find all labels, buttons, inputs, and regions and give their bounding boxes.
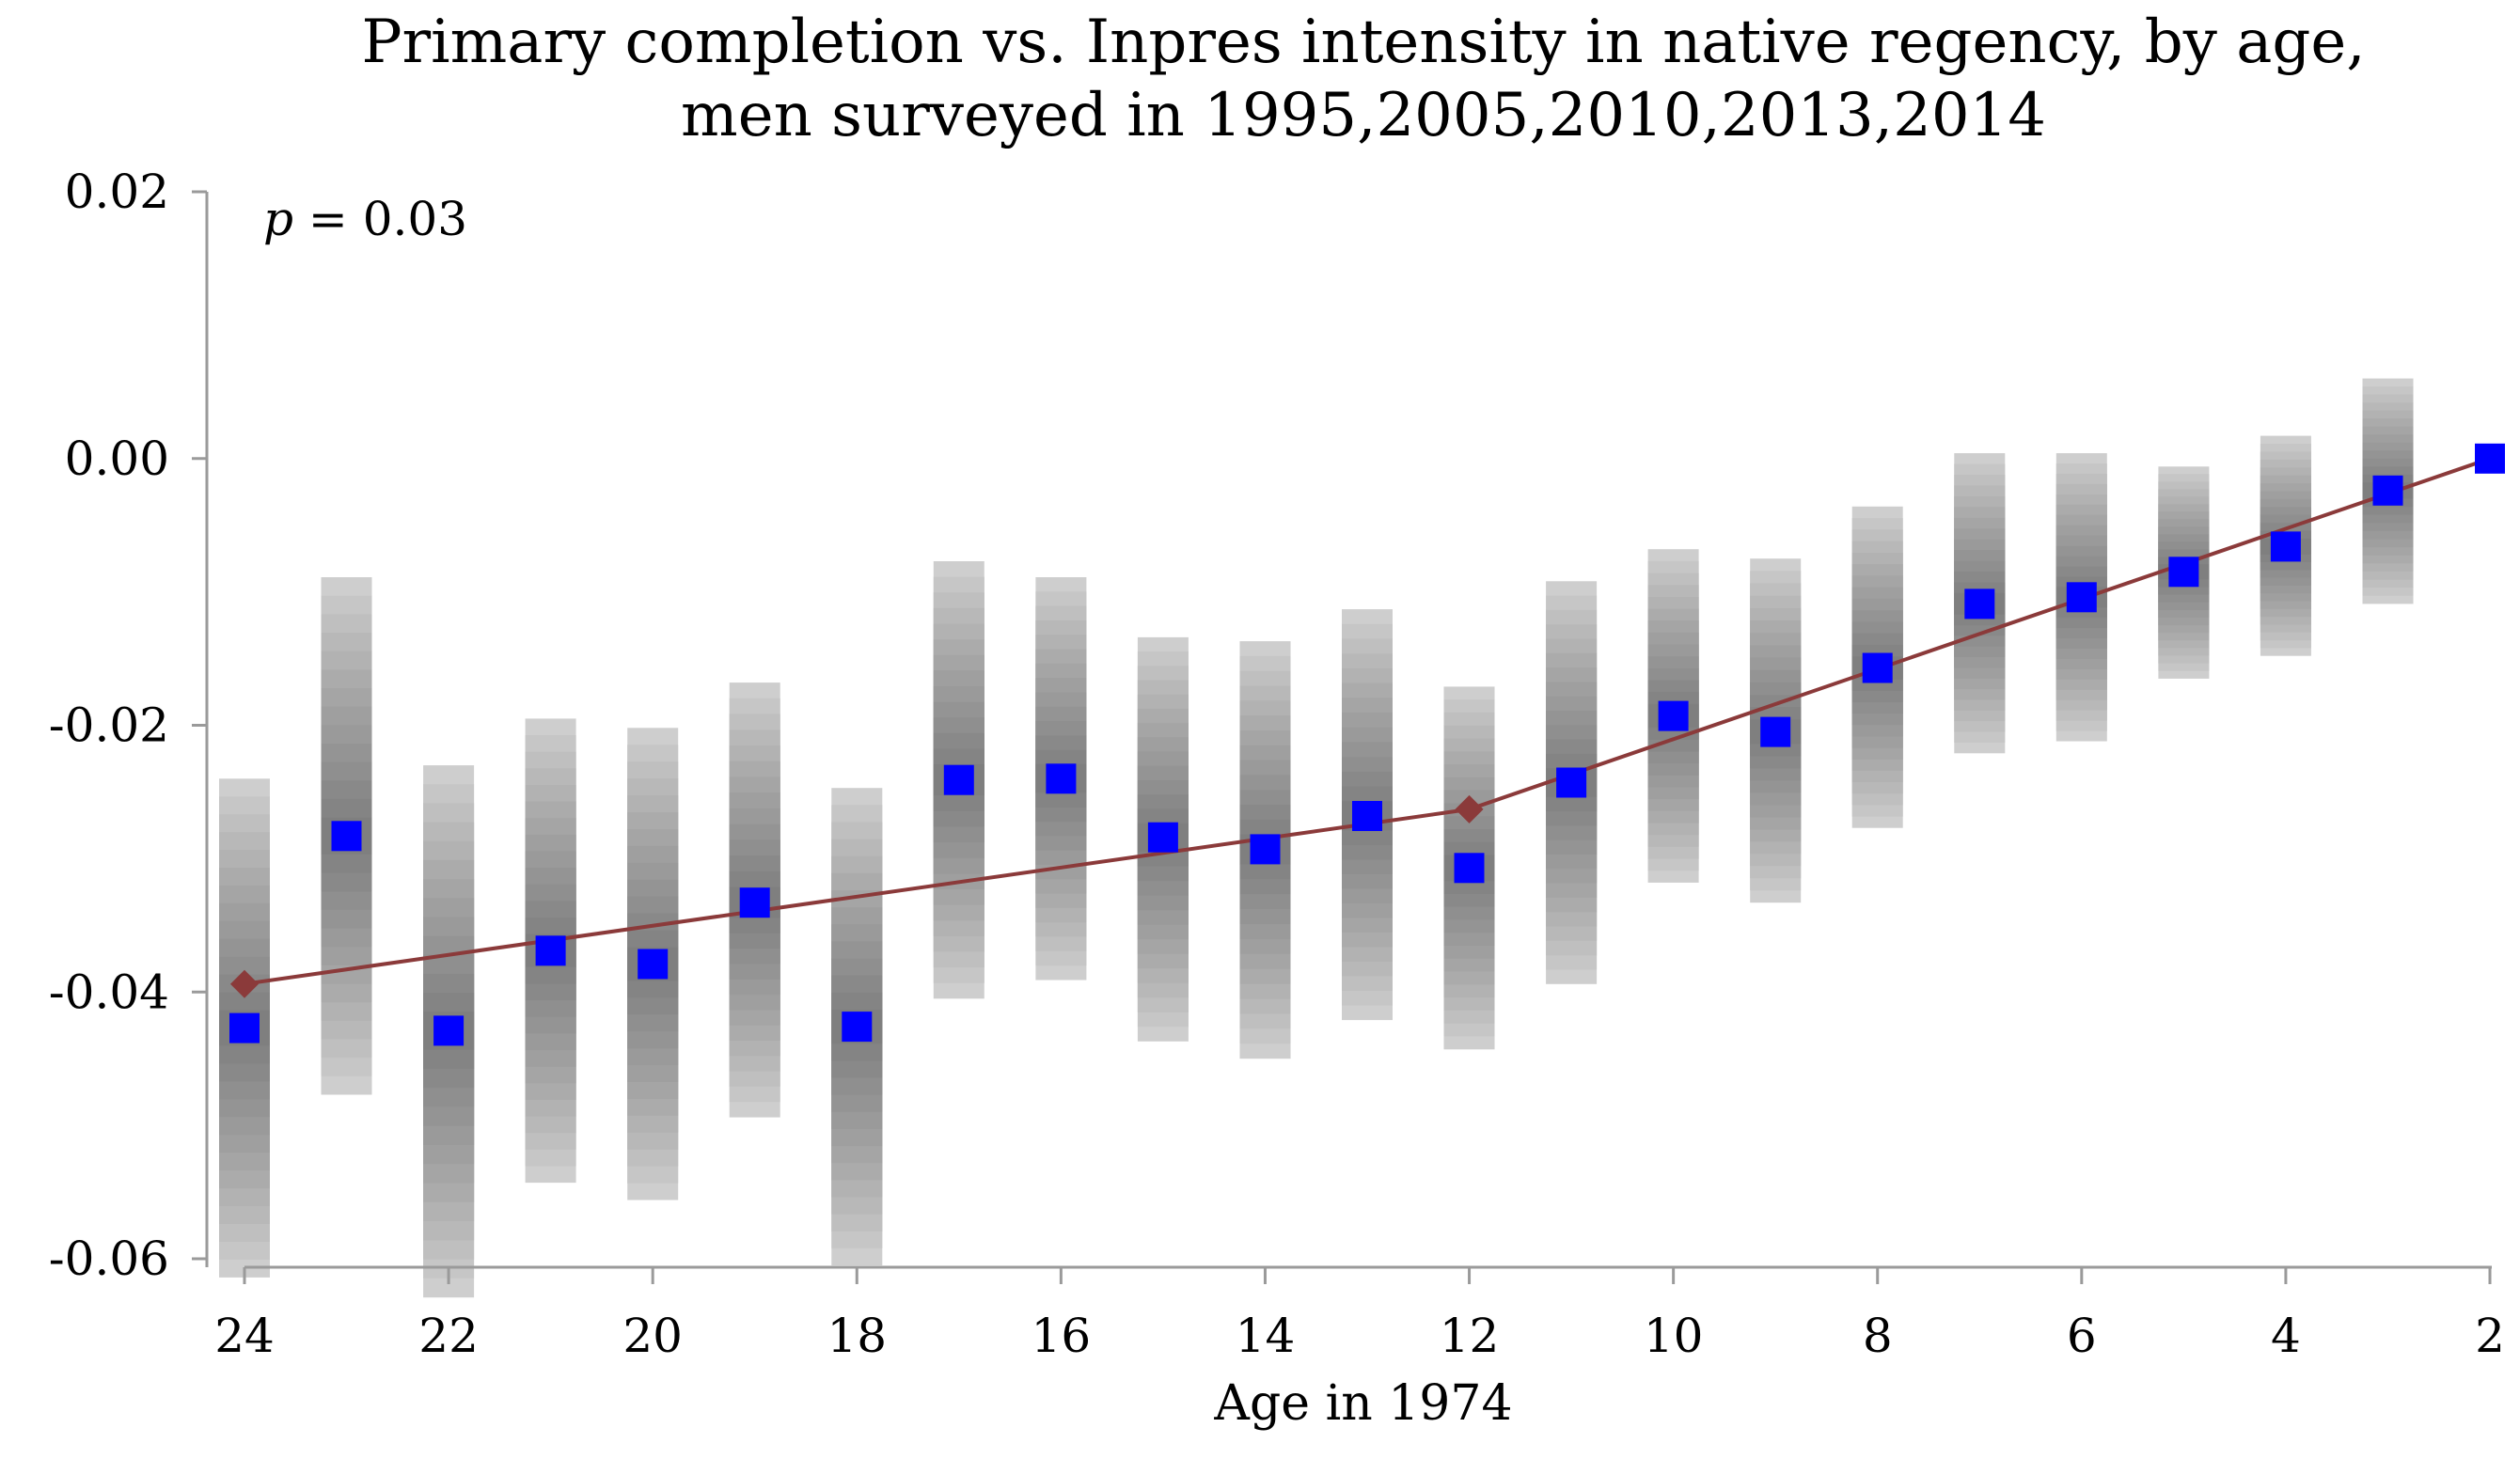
fit-line-group bbox=[230, 456, 2491, 998]
ci-band-age-9 bbox=[1750, 558, 1802, 903]
estimate-point-age-22 bbox=[433, 1015, 465, 1046]
estimate-point-age-16 bbox=[1046, 763, 1077, 794]
chart-title-line1: Primary completion vs. Inpres intensity … bbox=[361, 8, 2365, 77]
estimate-point-age-9 bbox=[1760, 716, 1791, 747]
estimate-point-age-21 bbox=[535, 935, 566, 966]
estimate-point-age-6 bbox=[2066, 582, 2097, 613]
y-tick-label: 0.02 bbox=[65, 165, 169, 219]
estimate-point-age-20 bbox=[638, 949, 669, 980]
estimate-point-age-13 bbox=[1352, 801, 1382, 831]
estimate-point-age-4 bbox=[2270, 531, 2301, 562]
estimate-point-age-15 bbox=[1147, 822, 1178, 853]
p-value-annotation: p = 0.03 bbox=[263, 192, 467, 246]
p-value-text: = 0.03 bbox=[293, 192, 467, 246]
estimate-point-age-24 bbox=[229, 1012, 260, 1043]
estimate-point-age-17 bbox=[943, 764, 974, 795]
x-tick-label: 12 bbox=[1440, 1309, 1500, 1363]
x-tick-label: 10 bbox=[1644, 1309, 1704, 1363]
ci-band-age-12 bbox=[1443, 686, 1495, 1050]
ci-band-age-18 bbox=[831, 788, 883, 1266]
estimate-point-age-23 bbox=[331, 821, 362, 852]
x-tick-label: 18 bbox=[827, 1309, 887, 1363]
y-tick-label: 0.00 bbox=[65, 431, 169, 486]
x-tick-label: 14 bbox=[1236, 1309, 1296, 1363]
chart-title-line2: men surveyed in 1995,2005,2010,2013,2014 bbox=[681, 81, 2046, 150]
x-tick-label: 4 bbox=[2271, 1309, 2301, 1363]
x-tick-label: 20 bbox=[622, 1309, 683, 1363]
ci-band-age-6 bbox=[2055, 453, 2107, 742]
estimate-point-age-19 bbox=[739, 887, 770, 918]
ci-band-age-22 bbox=[423, 765, 475, 1298]
x-tick-label: 6 bbox=[2067, 1309, 2097, 1363]
estimate-point-age-3 bbox=[2372, 475, 2403, 506]
estimate-point-age-2 bbox=[2475, 443, 2505, 474]
confidence-bands bbox=[219, 378, 2414, 1298]
estimate-point-age-14 bbox=[1250, 834, 1281, 865]
y-tick-label: -0.04 bbox=[49, 965, 169, 1019]
x-tick-label: 22 bbox=[418, 1309, 479, 1363]
fit-knot-age-24 bbox=[230, 969, 259, 998]
x-axis-label: Age in 1974 bbox=[1213, 1375, 1512, 1432]
ci-band-age-4 bbox=[2260, 435, 2311, 656]
estimate-point-age-12 bbox=[1454, 853, 1485, 884]
estimate-point-age-8 bbox=[1862, 652, 1893, 683]
x-tick-label: 8 bbox=[1863, 1309, 1893, 1363]
estimate-point-age-7 bbox=[1964, 588, 1995, 620]
fit-knot-age-12 bbox=[1455, 794, 1484, 824]
y-tick-label: -0.06 bbox=[49, 1232, 169, 1286]
p-symbol: p bbox=[263, 192, 293, 246]
estimate-point-age-18 bbox=[842, 1012, 873, 1043]
y-tick-label: -0.02 bbox=[49, 698, 169, 753]
x-tick-label: 16 bbox=[1032, 1309, 1092, 1363]
x-tick-label: 2 bbox=[2475, 1309, 2505, 1363]
estimate-point-age-5 bbox=[2168, 557, 2199, 588]
estimate-point-age-11 bbox=[1556, 767, 1587, 798]
estimate-point-age-10 bbox=[1658, 700, 1689, 731]
x-tick-label: 24 bbox=[214, 1309, 275, 1363]
ci-band-age-15 bbox=[1137, 636, 1189, 1042]
estimate-points bbox=[229, 443, 2505, 1046]
